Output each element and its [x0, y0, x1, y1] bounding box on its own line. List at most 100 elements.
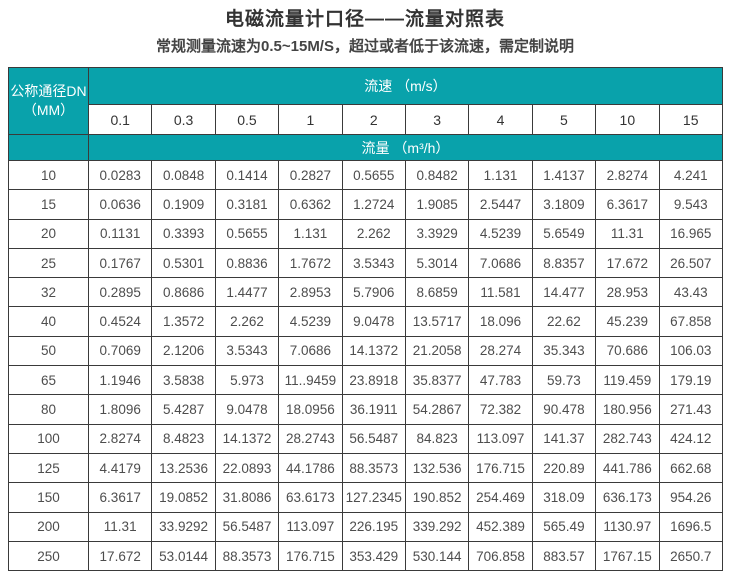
flow-value: 0.6362: [278, 189, 343, 220]
dn-value: 80: [8, 394, 89, 425]
table-row: 250 17.672 53.0144 88.3573 176.715 353.429 530…: [8, 540, 723, 572]
flow-value: 35.343: [531, 335, 597, 367]
flow-value: 8.6859: [404, 277, 470, 308]
table-row: 40 0.4524 1.3572 2.262 4.5239 9.0478 13.5717 18…: [8, 306, 723, 337]
flow-value: 2.8953: [278, 277, 343, 308]
flow-value: 0.8482: [404, 159, 470, 191]
velocity-value: 10: [595, 104, 660, 135]
flow-value: 452.389: [468, 511, 533, 542]
flow-value: 106.03: [658, 335, 723, 367]
flow-value: 0.2827: [278, 159, 343, 191]
flow-value: 11..9459: [278, 365, 343, 396]
velocity-value: 0.3: [151, 104, 216, 135]
flow-value: 0.0636: [87, 189, 153, 220]
flow-value: 47.783: [468, 365, 533, 396]
page-subtitle: 常规测量流速为0.5~15M/S，超过或者低于该流速，需定制说明: [156, 38, 574, 55]
flow-value: 35.8377: [404, 365, 470, 396]
flow-value: 70.686: [595, 335, 660, 367]
dn-value: 10: [8, 159, 89, 191]
dn-value: 200: [8, 511, 89, 542]
flow-value: 17.672: [87, 540, 153, 572]
flow-value: 26.507: [658, 247, 723, 279]
flow-value: 18.0956: [278, 394, 343, 425]
flow-value: 67.858: [658, 306, 723, 337]
flow-value: 0.8836: [214, 247, 280, 279]
flow-value: 5.3014: [404, 247, 470, 279]
flow-value: 226.195: [341, 511, 406, 542]
flow-value: 353.429: [341, 540, 406, 572]
flow-value: 1.8096: [87, 394, 153, 425]
flow-value: 13.2536: [151, 452, 216, 484]
flow-value: 2.262: [214, 306, 280, 337]
flow-value: 0.2895: [87, 277, 153, 308]
flow-value: 1767.15: [595, 540, 660, 572]
flow-value: 56.5487: [341, 423, 406, 454]
flow-value: 8.8357: [531, 247, 597, 279]
flow-value: 4.5239: [278, 306, 343, 337]
flow-value: 22.0893: [214, 452, 280, 484]
table-row: 65 1.1946 3.5838 5.973 11..9459 23.8918 35.837…: [8, 365, 723, 396]
table-row: 15 0.0636 0.1909 0.3181 0.6362 1.2724 1.9085 2.…: [8, 189, 723, 220]
flow-value: 2.262: [341, 218, 406, 249]
flow-value: 9.0478: [214, 394, 280, 425]
flow-value: 0.4524: [87, 306, 153, 337]
flow-value: 0.8686: [151, 277, 216, 308]
flow-value: 0.1767: [87, 247, 153, 279]
table-row: 32 0.2895 0.8686 1.4477 2.8953 5.7906 8.6859 11…: [8, 277, 723, 308]
flow-value: 662.68: [658, 452, 723, 484]
flow-value: 271.43: [658, 394, 723, 425]
corner-header-dn: 公称通径DN （MM）: [8, 67, 89, 135]
dn-value: 40: [8, 306, 89, 337]
flow-value: 14.1372: [341, 335, 406, 367]
flow-value: 180.956: [595, 394, 660, 425]
flow-value: 3.3929: [404, 218, 470, 249]
flow-value: 14.1372: [214, 423, 280, 454]
flow-value: 19.0852: [151, 482, 216, 513]
flow-value: 0.5655: [341, 159, 406, 191]
flow-value: 179.19: [658, 365, 723, 396]
flow-value: 441.786: [595, 452, 660, 484]
flow-value: 113.097: [278, 511, 343, 542]
flow-value: 2.8274: [595, 159, 660, 191]
flow-header-spacer: [8, 134, 89, 161]
flow-label-row: 流量 （m³/h）: [8, 134, 723, 161]
table-row: 10 0.0283 0.0848 0.1414 0.2827 0.5655 0.8482 1.…: [8, 159, 723, 191]
dn-value: 65: [8, 365, 89, 396]
flow-value: 8.4823: [151, 423, 216, 454]
flow-value: 141.37: [531, 423, 597, 454]
flow-value: 21.2058: [404, 335, 470, 367]
table-row: 150 6.3617 19.0852 31.8086 63.6173 127.2345 19…: [8, 482, 723, 513]
flow-value: 28.274: [468, 335, 533, 367]
table-row: 25 0.1767 0.5301 0.8836 1.7672 3.5343 5.3014 7.…: [8, 247, 723, 279]
table-row: 20 0.1131 0.3393 0.5655 1.131 2.262 3.3929 4.52…: [8, 218, 723, 249]
flow-value: 84.823: [404, 423, 470, 454]
flow-value: 3.5838: [151, 365, 216, 396]
dn-value: 32: [8, 277, 89, 308]
flow-value: 33.9292: [151, 511, 216, 542]
flow-value: 1.1946: [87, 365, 153, 396]
flow-value: 0.1131: [87, 218, 153, 249]
flow-value: 7.0686: [468, 247, 533, 279]
flow-value: 424.12: [658, 423, 723, 454]
flow-header: 流量 （m³/h）: [88, 134, 723, 161]
flow-value: 254.469: [468, 482, 533, 513]
velocity-value: 3: [404, 104, 470, 135]
velocity-value: 15: [658, 104, 723, 135]
flow-value: 88.3573: [214, 540, 280, 572]
flow-value: 18.096: [468, 306, 533, 337]
flow-value: 4.241: [658, 159, 723, 191]
flow-value: 1.131: [278, 218, 343, 249]
flow-value: 318.09: [531, 482, 597, 513]
flow-value: 16.965: [658, 218, 723, 249]
flow-value: 88.3573: [341, 452, 406, 484]
flow-value: 1.131: [468, 159, 533, 191]
flow-value: 9.0478: [341, 306, 406, 337]
flow-value: 31.8086: [214, 482, 280, 513]
velocity-value: 1: [278, 104, 343, 135]
flow-value: 0.7069: [87, 335, 153, 367]
flow-value: 0.1909: [151, 189, 216, 220]
flow-value: 1.2724: [341, 189, 406, 220]
velocity-header: 流速 （m/s）: [88, 67, 723, 105]
flow-value: 2.1206: [151, 335, 216, 367]
flow-value: 1.4477: [214, 277, 280, 308]
